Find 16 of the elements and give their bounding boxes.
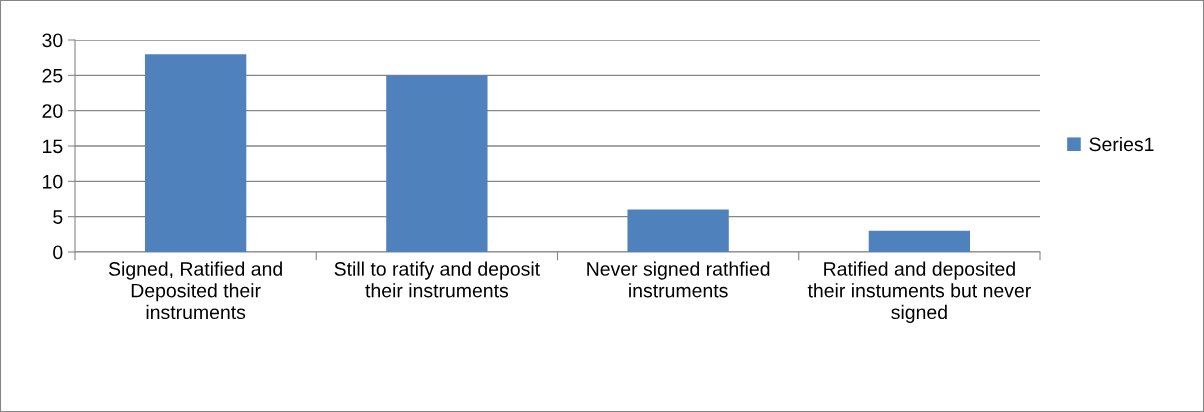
y-tick-label: 0 bbox=[53, 245, 63, 260]
y-tick-label: 20 bbox=[42, 104, 63, 118]
bar bbox=[627, 209, 729, 252]
y-tick-label: 30 bbox=[42, 33, 63, 48]
legend-label: Series1 bbox=[1089, 136, 1154, 152]
x-tick-label: Still to ratify and deposit their instruments bbox=[334, 261, 540, 298]
y-tick-label: 10 bbox=[43, 174, 63, 189]
y-tick-label: 25 bbox=[42, 68, 63, 83]
x-tick-label: Never signed rathfied instruments bbox=[587, 261, 770, 298]
x-tick-label: Ratified and deposited their instuments but never signed bbox=[807, 261, 1031, 323]
bar bbox=[144, 54, 247, 252]
bar bbox=[386, 75, 488, 252]
y-tick-label: 5 bbox=[53, 210, 63, 224]
bar bbox=[868, 230, 971, 252]
x-tick-label: Signed, Ratified and Deposited their instruments bbox=[108, 261, 282, 320]
y-tick-label: 15 bbox=[43, 139, 63, 154]
